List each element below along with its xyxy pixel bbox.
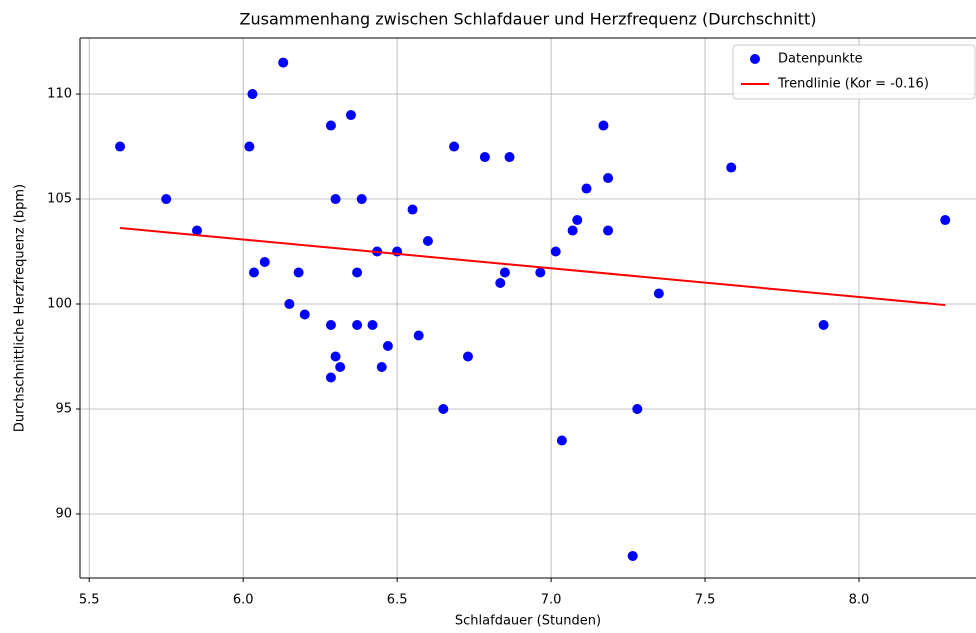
data-point bbox=[603, 173, 614, 184]
data-point bbox=[247, 89, 258, 100]
data-point bbox=[161, 194, 172, 205]
data-point bbox=[367, 320, 378, 331]
data-point bbox=[462, 351, 473, 362]
data-point bbox=[248, 267, 259, 278]
data-point bbox=[352, 267, 363, 278]
data-point bbox=[632, 403, 643, 414]
y-tick-label: 110 bbox=[47, 87, 72, 102]
data-point bbox=[244, 141, 255, 152]
data-point bbox=[284, 299, 295, 310]
data-point bbox=[603, 225, 614, 236]
data-point bbox=[438, 403, 449, 414]
data-point bbox=[330, 351, 341, 362]
data-point bbox=[499, 267, 510, 278]
data-point bbox=[330, 194, 341, 205]
data-point bbox=[495, 278, 506, 289]
x-tick-label: 8.0 bbox=[849, 593, 870, 608]
data-point bbox=[407, 204, 418, 215]
data-point bbox=[479, 152, 490, 163]
data-point bbox=[653, 288, 664, 299]
data-point bbox=[335, 361, 346, 372]
data-point bbox=[940, 215, 951, 226]
data-point bbox=[598, 120, 609, 131]
data-point bbox=[115, 141, 126, 152]
x-axis-title: Schlafdauer (Stunden) bbox=[455, 614, 601, 629]
data-point bbox=[325, 372, 336, 383]
y-tick-label: 105 bbox=[47, 192, 72, 207]
marks-layer bbox=[115, 57, 951, 561]
data-point bbox=[325, 320, 336, 331]
data-point bbox=[556, 435, 567, 446]
legend-label: Trendlinie (Kor = -0.16) bbox=[777, 77, 929, 92]
data-point bbox=[449, 141, 460, 152]
data-point bbox=[535, 267, 546, 278]
data-point bbox=[550, 246, 561, 257]
data-point bbox=[581, 183, 592, 194]
data-point bbox=[293, 267, 304, 278]
y-tick-label: 100 bbox=[47, 297, 72, 312]
data-point bbox=[192, 225, 203, 236]
data-point bbox=[567, 225, 578, 236]
legend: Datenpunkte Trendlinie (Kor = -0.16) bbox=[732, 44, 976, 100]
data-point bbox=[345, 110, 356, 121]
x-tick-label: 6.0 bbox=[233, 593, 254, 608]
axes-layer: 5.5 6.0 6.5 7.0 7.5 8.0 90 95 100 105 110 bbox=[47, 37, 976, 608]
data-point bbox=[818, 320, 829, 331]
y-axis-title: Durchschnittliche Herzfrequenz (bpm) bbox=[13, 184, 28, 432]
data-point bbox=[413, 330, 424, 341]
x-tick-label: 5.5 bbox=[79, 593, 100, 608]
chart-title: Zusammenhang zwischen Schlafdauer und He… bbox=[240, 10, 817, 29]
legend-label: Datenpunkte bbox=[778, 52, 863, 67]
data-point bbox=[325, 120, 336, 131]
data-point bbox=[278, 57, 289, 68]
data-point bbox=[299, 309, 310, 320]
data-point bbox=[356, 194, 367, 205]
data-point bbox=[422, 236, 433, 247]
x-tick-label: 6.5 bbox=[387, 593, 408, 608]
legend-swatch bbox=[750, 54, 760, 64]
y-tick-label: 95 bbox=[55, 401, 72, 416]
grid-layer bbox=[80, 38, 976, 578]
data-point bbox=[376, 361, 387, 372]
data-point bbox=[726, 162, 737, 173]
legend-box bbox=[732, 44, 976, 100]
data-point bbox=[352, 320, 363, 331]
trend-line bbox=[119, 227, 946, 307]
x-tick-label: 7.0 bbox=[541, 593, 562, 608]
x-tick-label: 7.5 bbox=[695, 593, 716, 608]
y-tick-label: 90 bbox=[55, 506, 72, 521]
data-point bbox=[259, 257, 270, 268]
data-point bbox=[572, 215, 583, 226]
data-point bbox=[627, 550, 638, 561]
data-point bbox=[504, 152, 515, 163]
data-point bbox=[382, 341, 393, 352]
